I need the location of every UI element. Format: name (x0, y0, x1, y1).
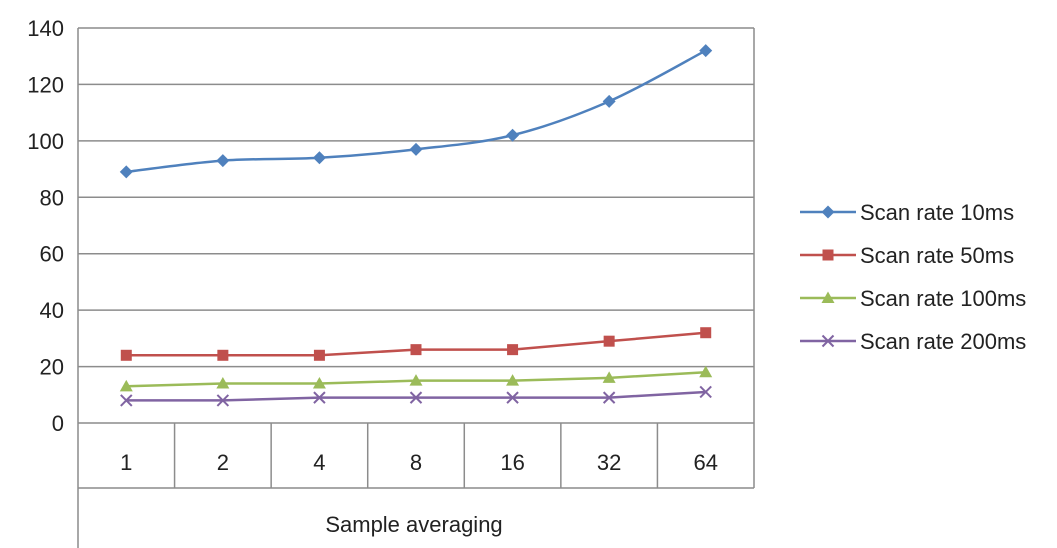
data-point (699, 365, 713, 378)
x-tick-label: 2 (217, 450, 229, 475)
data-point (700, 327, 712, 339)
data-point (312, 151, 326, 165)
x-tick-label: 16 (500, 450, 524, 475)
legend-marker (821, 205, 835, 219)
series-1 (119, 44, 713, 179)
data-point (312, 377, 326, 389)
data-point (409, 142, 423, 156)
axes (77, 28, 755, 548)
y-tick-label: 0 (52, 411, 64, 436)
series-group (119, 44, 713, 407)
y-tick-label: 100 (27, 129, 64, 154)
x-axis-label: Sample averaging (325, 512, 502, 537)
gridlines (78, 27, 754, 368)
data-point (216, 154, 230, 168)
legend-label: Scan rate 10ms (860, 200, 1014, 225)
legend-label: Scan rate 100ms (860, 286, 1026, 311)
data-point (120, 394, 133, 407)
series-3 (119, 365, 713, 392)
series-2 (120, 327, 712, 361)
data-point (313, 349, 325, 361)
data-point (699, 44, 713, 58)
data-point (216, 377, 230, 389)
legend-item: Scan rate 200ms (800, 329, 1026, 354)
data-point (409, 374, 423, 386)
data-point (409, 391, 423, 404)
data-point (119, 379, 133, 392)
data-point (217, 349, 229, 361)
data-point (506, 391, 519, 404)
data-point (313, 391, 326, 404)
y-tick-label: 140 (27, 16, 64, 41)
y-tick-label: 20 (40, 355, 64, 380)
legend-item: Scan rate 10ms (800, 200, 1014, 225)
legend-marker (821, 291, 835, 303)
data-point (602, 94, 616, 108)
data-point (120, 349, 132, 361)
x-tick-label: 8 (410, 450, 422, 475)
legend-marker (822, 249, 834, 261)
x-tick-label: 32 (597, 450, 621, 475)
legend-item: Scan rate 50ms (800, 243, 1014, 268)
legend-label: Scan rate 50ms (860, 243, 1014, 268)
y-tick-label: 40 (40, 298, 64, 323)
data-point (602, 391, 616, 404)
x-tick-label: 4 (313, 450, 325, 475)
data-point (410, 344, 422, 356)
x-axis-ticks: 1 2 4 8 16 32 64 (120, 450, 718, 475)
data-point (507, 344, 519, 356)
legend-item: Scan rate 100ms (800, 286, 1026, 311)
data-point (699, 385, 712, 399)
y-tick-label: 80 (40, 185, 64, 210)
x-tick-label: 64 (693, 450, 717, 475)
legend: Scan rate 10ms Scan rate 50ms Scan rate 10… (800, 200, 1026, 354)
series-4 (120, 385, 712, 407)
data-point (506, 374, 520, 386)
y-tick-label: 120 (27, 72, 64, 97)
legend-label: Scan rate 200ms (860, 329, 1026, 354)
data-point (603, 335, 615, 347)
data-point (216, 394, 230, 407)
data-point (119, 165, 133, 179)
x-tick-label: 1 (120, 450, 132, 475)
legend-marker (821, 334, 835, 348)
y-axis-ticks: 0 20 40 60 80 100 120 140 (27, 16, 64, 436)
y-tick-label: 60 (40, 242, 64, 267)
data-point (506, 128, 520, 142)
data-point (602, 371, 616, 383)
